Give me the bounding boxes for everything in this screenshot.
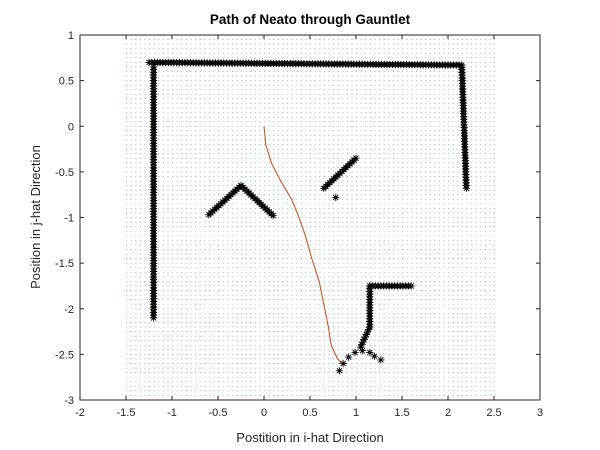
marker-point [365, 325, 373, 334]
marker-point [150, 314, 158, 322]
marker-point [357, 343, 365, 351]
y-tick-label: -0.5 [55, 167, 74, 179]
path-line [263, 126, 343, 364]
y-tick-label: -3 [64, 395, 74, 407]
marker-point [358, 341, 366, 349]
y-axis-label: Position in j-hat Direction [28, 145, 43, 289]
marker-point [345, 353, 353, 361]
ticks: -2 -1.5 -1 -0.5 0 0.5 1 1.5 2 2.5 3 1 0.5 0 -0.5 -1 -1.5… [55, 30, 543, 419]
x-tick-label: 2.5 [486, 407, 501, 419]
x-tick-label: -2 [75, 407, 85, 419]
x-tick-label: 1 [353, 407, 359, 419]
y-tick-label: 1 [68, 30, 74, 42]
x-tick-label: -1 [167, 407, 177, 419]
marker-point [360, 335, 368, 344]
marker-point [362, 330, 370, 339]
marker-point [352, 154, 360, 162]
x-tick-label: 0 [261, 407, 267, 419]
y-tick-label: -2.5 [55, 349, 74, 361]
x-axis-label: Postition in i-hat Direction [236, 430, 383, 445]
marker-series [145, 58, 470, 375]
marker-point [377, 356, 385, 364]
marker-point [358, 347, 366, 355]
y-tick-label: 0.5 [59, 76, 74, 88]
y-tick-label: -2 [64, 304, 74, 316]
marker-point [363, 328, 372, 336]
x-tick-label: 0.5 [302, 407, 317, 419]
marker-point [351, 348, 359, 357]
marker-point [407, 282, 415, 290]
x-tick-label: 1.5 [394, 407, 409, 419]
path-series [263, 126, 343, 364]
quiver-arrows [126, 39, 496, 396]
marker-point [269, 212, 277, 220]
marker-point [366, 323, 374, 331]
marker-point [366, 348, 374, 357]
x-tick-label: 2 [445, 407, 451, 419]
chart-title: Path of Neato through Gauntlet [210, 12, 411, 27]
marker-point [462, 184, 470, 192]
marker-point [335, 367, 343, 375]
y-tick-label: -1.5 [55, 258, 74, 270]
quiver-field [126, 39, 496, 396]
marker-point [361, 333, 369, 341]
marker-point [370, 352, 378, 360]
x-tick-label: -0.5 [209, 407, 228, 419]
y-tick-label: 0 [68, 121, 74, 133]
x-tick-label: 3 [537, 407, 543, 419]
marker-point [359, 338, 367, 346]
marker-point [339, 359, 347, 368]
y-tick-label: -1 [64, 213, 74, 225]
x-tick-label: -1.5 [117, 407, 136, 419]
marker-point [332, 193, 340, 201]
